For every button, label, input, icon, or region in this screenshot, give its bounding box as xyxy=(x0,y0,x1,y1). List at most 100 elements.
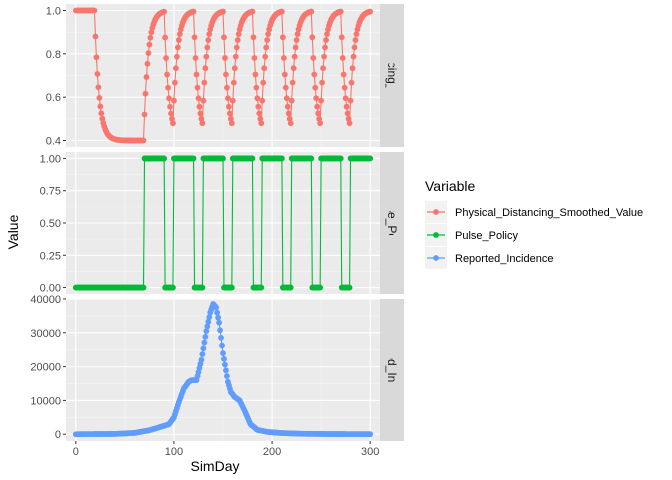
data-point xyxy=(201,339,208,346)
data-point xyxy=(147,34,154,41)
data-point xyxy=(310,55,317,61)
data-point xyxy=(339,55,346,61)
data-point xyxy=(224,373,230,379)
data-point xyxy=(225,95,231,102)
data-point xyxy=(254,95,261,102)
data-point xyxy=(233,44,240,51)
data-point xyxy=(312,84,319,91)
facet-strip xyxy=(380,4,404,147)
data-point xyxy=(169,115,175,122)
y-tick-label: 30000 xyxy=(30,328,61,340)
data-point xyxy=(265,31,272,38)
data-point xyxy=(255,103,262,110)
data-point xyxy=(262,53,269,60)
data-point xyxy=(287,120,294,127)
data-point xyxy=(231,65,238,72)
data-point xyxy=(224,84,230,91)
data-point xyxy=(228,120,235,127)
data-point xyxy=(175,37,182,43)
data-point xyxy=(317,120,324,127)
legend-marker xyxy=(433,232,439,238)
data-point xyxy=(141,111,148,118)
data-point xyxy=(260,79,267,86)
data-point xyxy=(259,97,266,104)
data-point xyxy=(205,318,212,325)
data-point xyxy=(230,79,237,86)
legend-item: Physical_Distancing_Smoothed_Value xyxy=(425,201,643,223)
data-point xyxy=(221,355,227,362)
data-point xyxy=(161,8,168,15)
data-point xyxy=(324,31,330,38)
data-point xyxy=(199,284,206,291)
data-point xyxy=(337,155,344,162)
data-point xyxy=(162,34,169,41)
data-point xyxy=(318,97,325,104)
data-point xyxy=(140,137,147,144)
data-point xyxy=(222,55,228,61)
data-point xyxy=(316,115,323,122)
data-point xyxy=(174,44,181,51)
y-tick-label: 1.00 xyxy=(40,153,61,165)
data-point xyxy=(170,120,176,127)
data-point xyxy=(172,79,178,86)
data-point xyxy=(214,309,221,316)
data-point xyxy=(226,110,233,117)
data-point xyxy=(220,8,226,15)
data-point xyxy=(342,95,349,102)
data-point xyxy=(227,115,234,122)
data-point xyxy=(191,34,198,41)
data-point xyxy=(213,304,220,311)
data-point xyxy=(93,54,100,61)
data-point xyxy=(367,431,374,438)
data-point xyxy=(258,120,265,127)
data-point xyxy=(97,103,104,110)
data-point xyxy=(163,55,169,61)
legend-label: Reported_Incidence xyxy=(455,253,553,265)
data-point xyxy=(202,333,209,340)
data-point xyxy=(281,71,288,78)
data-point xyxy=(95,84,102,91)
data-point xyxy=(190,8,197,15)
data-point xyxy=(287,284,294,291)
data-point xyxy=(343,103,350,110)
data-point xyxy=(202,65,209,72)
data-point xyxy=(200,345,207,352)
data-point xyxy=(337,8,344,15)
data-point xyxy=(352,37,359,43)
y-tick-label: 10000 xyxy=(30,395,61,407)
data-point xyxy=(201,79,208,86)
data-point xyxy=(140,284,147,291)
data-point xyxy=(249,155,256,162)
facet-strip xyxy=(380,152,404,294)
legend-marker xyxy=(433,255,439,261)
data-point xyxy=(308,8,315,15)
data-point xyxy=(253,84,260,91)
data-point xyxy=(217,327,223,334)
data-point xyxy=(252,71,259,78)
data-point xyxy=(234,37,241,43)
data-point xyxy=(367,8,374,15)
data-point xyxy=(192,55,199,61)
data-point xyxy=(340,71,347,78)
data-point xyxy=(200,97,207,104)
data-point xyxy=(203,328,210,335)
data-point xyxy=(145,50,152,56)
data-point xyxy=(167,103,173,110)
y-tick-label: 0.75 xyxy=(40,186,61,198)
data-point xyxy=(91,7,98,14)
data-point xyxy=(204,44,211,51)
data-point xyxy=(216,319,222,326)
y-tick-label: 0 xyxy=(55,429,61,441)
data-point xyxy=(313,95,320,102)
data-point xyxy=(367,155,374,162)
y-tick-label: 0.00 xyxy=(40,283,61,295)
data-point xyxy=(164,71,170,78)
data-point xyxy=(218,334,224,341)
data-point xyxy=(165,84,171,91)
data-point xyxy=(206,314,213,321)
y-axis-title: Value xyxy=(5,214,21,249)
data-point xyxy=(98,110,105,117)
data-point xyxy=(282,84,289,91)
data-point xyxy=(314,103,321,110)
